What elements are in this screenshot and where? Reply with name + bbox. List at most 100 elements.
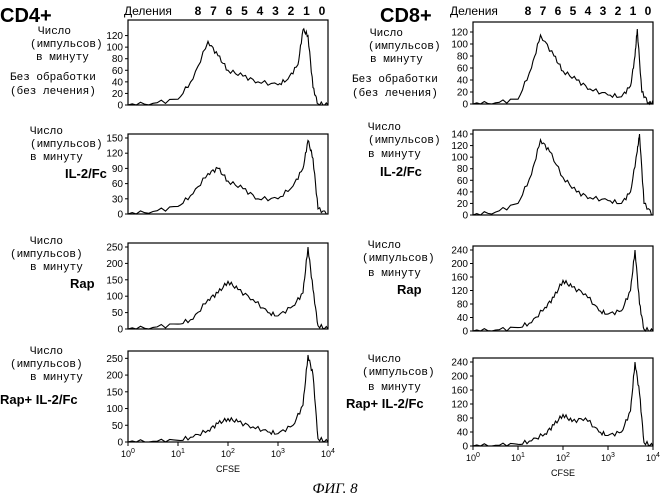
y-tick-label: 60: [457, 176, 469, 187]
histogram-panel: 020406080100120140: [451, 130, 653, 222]
row1-ylabel-line3: в минуту: [36, 52, 89, 64]
y-tick-label: 240: [451, 358, 468, 369]
division-number: 3: [272, 4, 279, 18]
y-tick-label: 80: [457, 164, 469, 175]
y-tick-label: 40: [457, 313, 469, 324]
y-tick-label: 80: [457, 300, 469, 311]
y-tick-label: 150: [106, 387, 123, 398]
row1r-ylabel-line2: (импульсов): [368, 41, 441, 53]
histogram-line: [473, 134, 653, 215]
row1-ylabel-line2: (импульсов): [30, 39, 103, 51]
y-tick-label: 0: [117, 438, 123, 449]
x-tick-label: 100: [466, 452, 480, 463]
y-tick-label: 0: [462, 100, 468, 111]
y-tick-label: 50: [112, 421, 124, 432]
y-tick-label: 0: [462, 211, 468, 222]
plot-frame: [128, 351, 328, 442]
row1r-ylabel-line1: Число: [370, 28, 403, 40]
histogram-panel: 050100150200250100101102103104CFSE: [106, 351, 335, 474]
y-tick-label: 20: [112, 89, 124, 100]
division-number: 0: [645, 4, 652, 18]
y-tick-label: 200: [451, 372, 468, 383]
y-tick-label: 200: [106, 371, 123, 382]
x-tick-label: 100: [121, 448, 135, 459]
y-tick-label: 200: [451, 259, 468, 270]
row1r-ylabel-line3: в минуту: [370, 54, 423, 66]
histogram-panel: 020406080100120: [451, 22, 653, 111]
row3-ylabel-line3: в минуту: [30, 262, 83, 274]
plot-frame: [473, 246, 653, 331]
division-number: 8: [525, 4, 532, 18]
histogram-line: [473, 362, 653, 446]
row1-untreated-line1: Без обработки: [10, 71, 96, 84]
cfse-proliferation-figure: CD4+ Деления CD8+ Деления 87654321087654…: [0, 0, 671, 500]
plot-frame: [473, 130, 653, 215]
row2-ylabel-line3: в минуту: [30, 152, 83, 164]
y-tick-label: 0: [117, 325, 123, 336]
x-tick-label: 102: [221, 448, 235, 459]
y-tick-label: 100: [106, 292, 123, 303]
y-tick-label: 100: [451, 40, 468, 51]
row4r-ylabel-line2: (импульсов): [362, 367, 435, 379]
y-tick-label: 0: [117, 210, 123, 221]
y-tick-label: 60: [457, 64, 469, 75]
y-tick-label: 20: [457, 199, 469, 210]
plot-frame: [473, 358, 653, 446]
histogram-line: [473, 29, 653, 104]
histogram-line: [128, 355, 328, 442]
x-tick-label: 101: [511, 452, 525, 463]
y-tick-label: 100: [106, 43, 123, 54]
y-tick-label: 250: [106, 243, 123, 254]
figure-caption: ФИГ. 8: [312, 481, 358, 497]
y-tick-label: 200: [106, 259, 123, 270]
division-number: 0: [319, 4, 326, 18]
y-tick-label: 100: [106, 404, 123, 415]
y-tick-label: 80: [457, 52, 469, 63]
histogram-panel: 0306090120150: [106, 134, 328, 221]
y-tick-label: 140: [451, 130, 468, 141]
divisions-label-cd8: Деления: [450, 4, 498, 18]
row2-ylabel-line2: (импульсов): [30, 139, 103, 151]
y-tick-label: 150: [106, 275, 123, 286]
row4r-ylabel-line1: Число: [368, 354, 401, 366]
histogram-line: [473, 250, 653, 331]
division-number: 7: [540, 4, 547, 18]
histogram-panel: 0 50 100 150 200 250: [106, 243, 328, 336]
row1-untreated-line2: (без лечения): [10, 85, 96, 98]
y-tick-label: 160: [451, 273, 468, 284]
histogram-line: [128, 247, 328, 329]
division-number: 1: [303, 4, 310, 18]
y-tick-label: 40: [112, 77, 124, 88]
row3r-ylabel-line2: (импульсов): [362, 253, 435, 265]
x-tick-label: 101: [171, 448, 185, 459]
y-tick-label: 120: [106, 31, 123, 42]
row3r-ylabel-line1: Число: [368, 240, 401, 252]
y-tick-label: 50: [112, 308, 124, 319]
y-tick-label: 80: [457, 414, 469, 425]
x-axis-label: CFSE: [551, 468, 575, 478]
row3r-ylabel-line3: в минуту: [368, 268, 421, 280]
y-tick-label: 0: [462, 327, 468, 338]
x-axis-label: CFSE: [216, 464, 240, 474]
histogram-panel: 04080120160200240100101102103104CFSE: [451, 358, 660, 479]
division-number: 1: [630, 4, 637, 18]
row3-treatment-label: Rap: [70, 276, 95, 291]
x-tick-label: 103: [601, 452, 615, 463]
division-number: 8: [195, 4, 202, 18]
x-tick-label: 104: [321, 448, 335, 459]
row3r-treatment-label: Rap: [397, 282, 422, 297]
division-number: 6: [555, 4, 562, 18]
division-number: 4: [585, 4, 592, 18]
row2-treatment-label: IL-2/Fc: [65, 166, 107, 181]
row2-ylabel-line1: Число: [30, 126, 63, 138]
y-tick-label: 60: [112, 66, 124, 77]
divisions-label-cd4: Деления: [124, 4, 172, 18]
y-tick-label: 120: [451, 286, 468, 297]
row2r-ylabel-line3: в минуту: [368, 149, 421, 161]
row1r-untreated-line2: (без лечения): [352, 87, 438, 100]
y-tick-label: 20: [457, 88, 469, 99]
y-tick-label: 160: [451, 386, 468, 397]
y-tick-label: 0: [117, 101, 123, 112]
y-tick-label: 0: [462, 442, 468, 453]
division-number: 2: [615, 4, 622, 18]
